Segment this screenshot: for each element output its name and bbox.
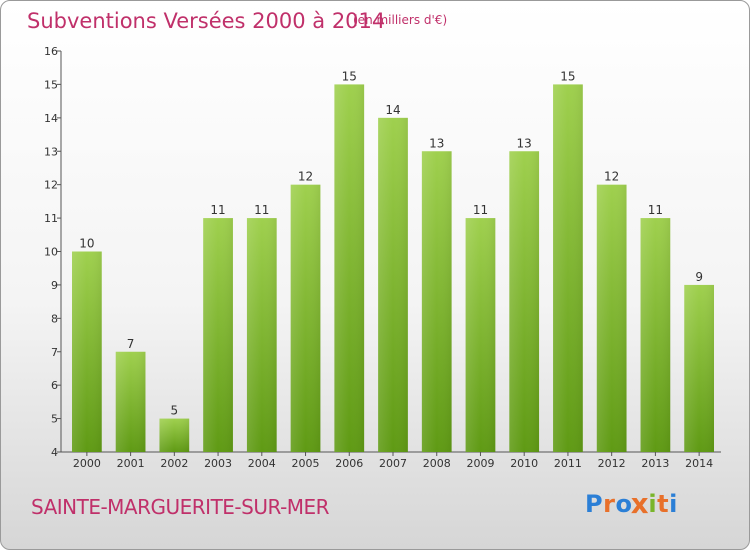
x-tick-label-2001: 2001: [117, 457, 145, 470]
logo-letter: i: [648, 490, 658, 518]
y-tick-label: 14: [44, 112, 58, 125]
bar-shine-2014: [684, 284, 715, 452]
y-tick-label: 12: [44, 179, 58, 192]
bar-shine-2013: [640, 218, 671, 452]
value-label-2003: 11: [210, 203, 225, 217]
x-tick-label-2000: 2000: [73, 457, 101, 470]
value-label-2010: 13: [517, 136, 532, 150]
chart-unit: (en milliers d'€): [353, 13, 448, 27]
value-label-2012: 12: [604, 170, 619, 184]
bar-shine-2006: [334, 84, 365, 453]
bar-shine-2010: [509, 151, 540, 452]
bar-shine-2002: [159, 418, 190, 452]
bar-shine-2011: [553, 84, 583, 453]
x-tick-label-2002: 2002: [160, 457, 188, 470]
y-tick-label: 9: [51, 279, 58, 292]
x-tick-label-2007: 2007: [379, 457, 407, 470]
value-label-2002: 5: [171, 404, 179, 418]
bar-shine-2003: [203, 218, 233, 452]
x-tick-label-2010: 2010: [510, 457, 538, 470]
bar-shine-2008: [421, 151, 452, 452]
logo-letter: t: [657, 490, 670, 518]
y-tick-label: 7: [51, 346, 58, 359]
x-tick-label-2009: 2009: [466, 457, 494, 470]
value-label-2005: 12: [298, 170, 313, 184]
value-label-2014: 9: [695, 270, 703, 284]
x-tick-label-2004: 2004: [248, 457, 276, 470]
commune-name: SAINTE-MARGUERITE-SUR-MER: [31, 495, 330, 519]
y-tick-label: 16: [44, 45, 58, 58]
x-tick-label-2012: 2012: [598, 457, 626, 470]
logo-letter: r: [603, 490, 616, 518]
x-tick-label-2003: 2003: [204, 457, 232, 470]
value-label-2013: 11: [648, 203, 663, 217]
y-tick-label: 5: [51, 413, 58, 426]
proxiti-logo[interactable]: Proxiti: [585, 487, 678, 521]
value-label-2008: 13: [429, 136, 444, 150]
x-tick-label-2006: 2006: [335, 457, 363, 470]
x-tick-label-2008: 2008: [423, 457, 451, 470]
y-tick-label: 13: [44, 145, 58, 158]
value-label-2000: 10: [79, 237, 94, 251]
value-label-2009: 11: [473, 203, 488, 217]
value-label-2001: 7: [127, 337, 135, 351]
bar-shine-2001: [115, 351, 146, 452]
x-tick-label-2011: 2011: [554, 457, 582, 470]
logo-letter: P: [585, 490, 604, 518]
bar-chart: 4 5 6 7 8 9 10 11 12 13 14 15 16 10 2000 7 2001 5 2002 11 2…: [44, 45, 721, 470]
y-tick-label: 11: [44, 212, 58, 225]
logo-letter: i: [669, 490, 678, 518]
chart-title: Subventions Versées 2000 à 2014: [27, 9, 386, 33]
value-label-2011: 15: [560, 69, 575, 83]
x-tick-label-2013: 2013: [641, 457, 669, 470]
bar-shine-2007: [378, 117, 408, 452]
x-tick-label-2014: 2014: [685, 457, 713, 470]
y-tick-label: 4: [51, 446, 58, 459]
bar-shine-2012: [596, 184, 627, 452]
value-label-2007: 14: [385, 103, 400, 117]
y-tick-label: 8: [51, 312, 58, 325]
x-tick-label-2005: 2005: [292, 457, 320, 470]
bar-shine-2005: [290, 184, 321, 452]
bar-shine-2009: [465, 218, 496, 452]
y-tick-label: 10: [44, 246, 58, 259]
y-tick-label: 6: [51, 379, 58, 392]
logo-letter: o: [615, 490, 633, 518]
bar-shine-2000: [71, 251, 102, 452]
bar-shine-2004: [246, 218, 277, 452]
y-tick-label: 15: [44, 78, 58, 91]
logo-letter: x: [631, 487, 650, 521]
value-label-2006: 15: [342, 69, 357, 83]
value-label-2004: 11: [254, 203, 269, 217]
